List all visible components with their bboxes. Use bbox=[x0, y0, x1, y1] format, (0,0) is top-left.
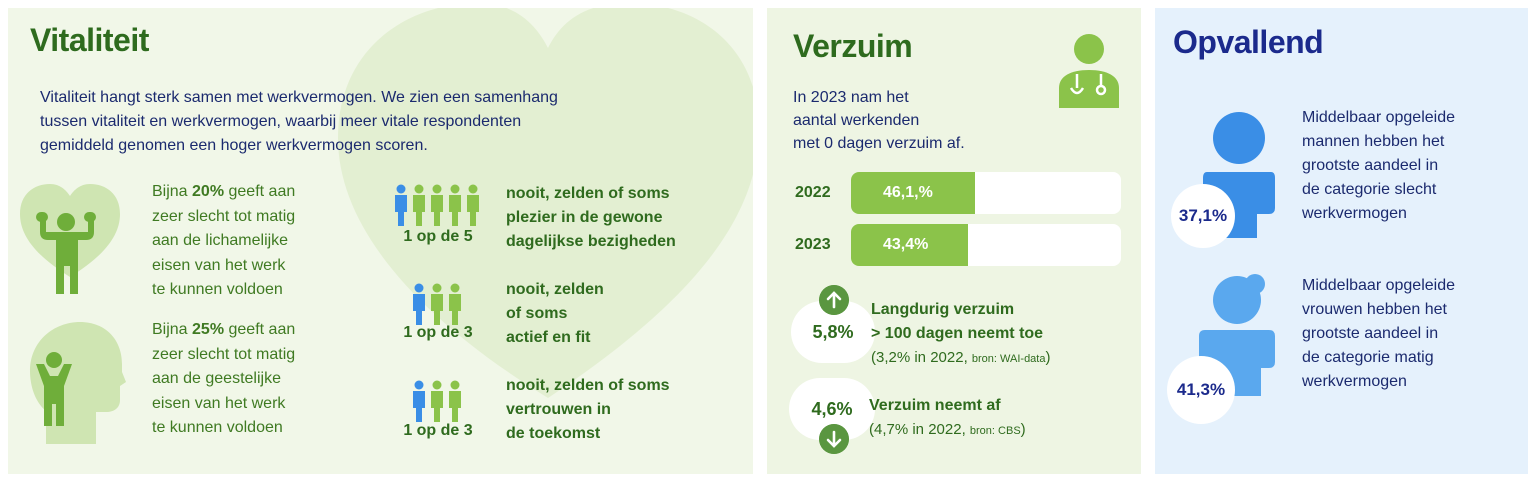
people-group-icon bbox=[413, 283, 461, 325]
opvallend-title: Opvallend bbox=[1173, 24, 1324, 60]
opvallend-panel: Opvallend 37,1% Middelbaar opgeleide man… bbox=[1155, 8, 1528, 474]
bar-fill: 43,4% bbox=[851, 224, 968, 266]
bar-row-2023: 2023 43,4% bbox=[767, 224, 1141, 266]
verzuim-intro: In 2023 nam het aantal werkenden met 0 d… bbox=[793, 89, 965, 152]
head-profile-icon bbox=[30, 322, 126, 444]
ratio-2: 1 op de 3 bbox=[403, 324, 473, 341]
bar-year: 2023 bbox=[795, 236, 831, 253]
bar-year: 2022 bbox=[795, 184, 831, 201]
group1-text: nooit, zelden of soms plezier in de gewo… bbox=[506, 185, 676, 250]
stat-geestelijk: Bijna 25% geeft aan zeer slecht tot mati… bbox=[152, 321, 296, 436]
value-bubble-men: 37,1% bbox=[1171, 184, 1235, 248]
bar-fill: 46,1,% bbox=[851, 172, 975, 214]
women-text: Middelbaar opgeleide vrouwen hebben het … bbox=[1302, 277, 1455, 390]
group2-text: nooit, zelden of soms actief en fit bbox=[506, 281, 604, 346]
stat-lichamelijk: Bijna 20% geeft aan zeer slecht tot mati… bbox=[152, 183, 296, 298]
people-group-icon bbox=[395, 184, 479, 226]
group3-text: nooit, zelden of soms vertrouwen in de t… bbox=[506, 377, 670, 442]
doctor-icon bbox=[1059, 34, 1119, 108]
vitaliteit-intro: Vitaliteit hangt sterk samen met werkver… bbox=[40, 89, 558, 154]
arrow-down-icon bbox=[819, 424, 849, 454]
vitaliteit-title: Vitaliteit bbox=[30, 22, 149, 58]
ratio-3: 1 op de 3 bbox=[403, 422, 473, 439]
ratio-1: 1 op de 5 bbox=[403, 228, 473, 245]
verzuim-panel: Verzuim In 2023 nam het aantal werkenden… bbox=[767, 8, 1141, 474]
vitaliteit-panel: Vitaliteit Vitaliteit hangt sterk samen … bbox=[8, 8, 753, 474]
person-icon-blue bbox=[395, 184, 407, 226]
value-bubble-women: 41,3% bbox=[1167, 356, 1235, 424]
bar-row-2022: 2022 46,1,% bbox=[767, 172, 1141, 214]
verzuim-title: Verzuim bbox=[793, 28, 913, 64]
person-flexing-icon bbox=[20, 184, 120, 294]
men-text: Middelbaar opgeleide mannen hebben het g… bbox=[1302, 109, 1455, 222]
item2-text: Verzuim neemt af (4,7% in 2022, bron: CB… bbox=[869, 397, 1026, 438]
value-bubble: 4,6% bbox=[789, 378, 875, 440]
item1-text: Langdurig verzuim > 100 dagen neemt toe … bbox=[871, 301, 1051, 366]
arrow-up-icon bbox=[819, 285, 849, 315]
people-group-icon bbox=[413, 380, 461, 422]
